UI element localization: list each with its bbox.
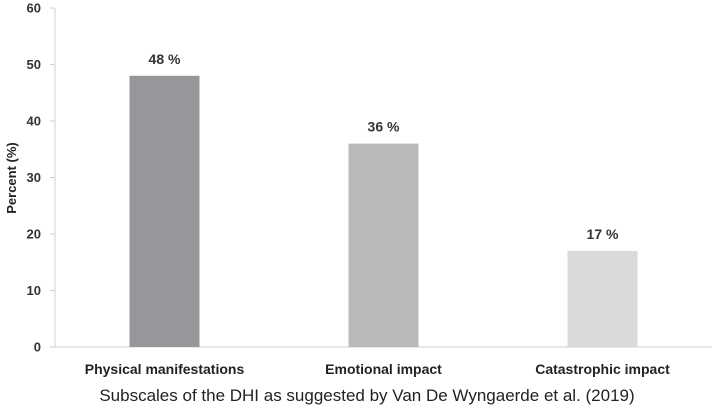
y-tick-label: 0 [34,340,41,355]
x-axis-title: Subscales of the DHI as suggested by Van… [99,386,634,405]
bars [129,75,638,348]
bar-1 [348,143,419,347]
y-tick-label: 30 [27,170,41,185]
bar-2 [567,250,638,347]
y-tick-label: 60 [27,1,41,16]
category-label-1: Emotional impact [325,361,442,377]
y-tick-label: 40 [27,114,41,129]
category-labels: Physical manifestations Emotional impact C… [85,361,670,377]
y-axis-ticks: 0 10 20 30 40 50 60 [27,1,55,355]
category-label-2: Catastrophic impact [535,361,670,377]
data-label-0: 48 % [149,51,181,67]
y-tick-label: 20 [27,227,41,242]
y-tick-label: 10 [27,283,41,298]
category-label-0: Physical manifestations [85,361,245,377]
bar-0 [129,75,200,348]
y-axis-title: Percent (%) [4,142,19,214]
data-label-1: 36 % [368,119,400,135]
data-labels: 48 % 36 % 17 % [149,51,619,242]
data-label-2: 17 % [587,226,619,242]
y-tick-label: 50 [27,57,41,72]
